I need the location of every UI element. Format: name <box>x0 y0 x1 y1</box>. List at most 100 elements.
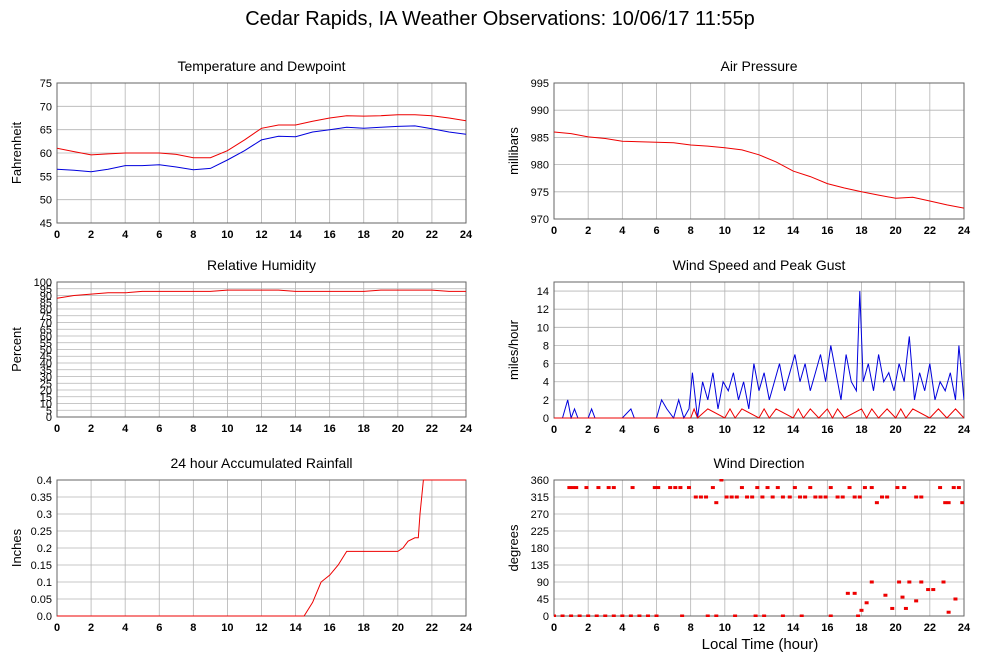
data-point <box>611 614 616 617</box>
y-tick-label: 45 <box>40 351 52 363</box>
x-tick-label: 4 <box>619 424 626 436</box>
plot-frame <box>56 82 467 224</box>
data-point <box>733 614 738 617</box>
y-tick-label: 12 <box>537 304 549 316</box>
y-tick-label: 2 <box>543 395 549 407</box>
x-tick-label: 10 <box>221 423 233 435</box>
x-tick-label: 14 <box>787 424 800 436</box>
x-tick-label: 20 <box>890 225 902 237</box>
data-point <box>567 486 572 490</box>
y-tick-label: 8 <box>543 340 549 352</box>
data-point <box>869 486 874 490</box>
x-tick-label: 18 <box>855 424 867 436</box>
x-tick-label: 18 <box>358 423 370 435</box>
x-tick-label: 12 <box>255 229 267 241</box>
x-tick-label: 6 <box>653 622 659 634</box>
x-tick-label: 22 <box>426 622 438 634</box>
data-point <box>654 614 659 617</box>
y-tick-label: 995 <box>531 78 549 90</box>
x-tick-label: 2 <box>585 622 591 634</box>
x-tick-label: 6 <box>653 225 659 237</box>
x-tick-label: 18 <box>855 225 867 237</box>
y-tick-label: 65 <box>40 324 52 336</box>
x-tick-label: 2 <box>88 423 94 435</box>
y-tick-label: 90 <box>537 577 549 589</box>
x-tick-label: 16 <box>324 423 336 435</box>
series-line-1 <box>554 131 964 209</box>
data-point <box>828 486 833 490</box>
x-tick-label: 14 <box>787 225 800 237</box>
data-point <box>953 597 958 601</box>
y-tick-label: 0.4 <box>37 475 52 487</box>
y-tick-label: 0.0 <box>37 611 52 623</box>
x-tick-label: 10 <box>221 229 233 241</box>
data-point <box>762 614 767 617</box>
x-tick-label: 22 <box>924 225 936 237</box>
y-tick-label: 0.15 <box>31 560 52 572</box>
y-tick-label: 65 <box>40 125 52 137</box>
y-tick-label: 0.35 <box>31 492 52 504</box>
data-point <box>570 486 575 490</box>
x-tick-label: 20 <box>890 424 902 436</box>
data-point <box>883 593 888 597</box>
data-point <box>907 580 912 584</box>
data-point <box>852 591 857 595</box>
y-tick-label: 30 <box>40 372 52 384</box>
y-tick-label: 270 <box>531 509 549 521</box>
y-tick-label: 4 <box>543 377 549 389</box>
y-tick-label: 0 <box>46 412 52 424</box>
data-point <box>554 614 556 617</box>
x-tick-label: 16 <box>821 225 833 237</box>
x-tick-label: 20 <box>392 622 404 634</box>
data-point <box>745 495 750 499</box>
y-tick-label: 90 <box>40 291 52 303</box>
data-point <box>645 614 650 617</box>
data-point <box>897 580 902 584</box>
data-point <box>729 495 734 499</box>
data-point <box>780 614 785 617</box>
y-tick-label: 985 <box>531 132 549 144</box>
x-tick-label: 24 <box>958 225 971 237</box>
data-point <box>760 495 765 499</box>
page-title: Cedar Rapids, IA Weather Observations: 1… <box>245 8 755 30</box>
y-tick-label: 0.05 <box>31 594 52 606</box>
x-tick-label: 18 <box>855 622 867 634</box>
data-point <box>859 608 864 612</box>
data-point <box>630 486 635 490</box>
chart-title: Relative Humidity <box>207 257 316 273</box>
data-point <box>895 486 900 490</box>
x-tick-label: 12 <box>753 225 765 237</box>
data-point <box>798 495 802 499</box>
data-point <box>698 495 703 499</box>
data-point <box>813 495 818 499</box>
data-point <box>620 614 625 617</box>
y-tick-label: 25 <box>40 378 52 390</box>
y-tick-label: 0.3 <box>37 509 52 521</box>
data-point <box>885 495 890 499</box>
x-tick-label: 4 <box>122 423 129 435</box>
y-tick-label: 100 <box>34 277 52 289</box>
y-tick-label: 75 <box>40 78 52 90</box>
y-tick-label: 0.25 <box>31 526 52 538</box>
y-tick-label: 35 <box>40 365 52 377</box>
x-tick-label: 22 <box>426 229 438 241</box>
y-tick-label: 45 <box>537 594 549 606</box>
y-tick-label: 0.2 <box>37 543 52 555</box>
y-tick-label: 0 <box>543 611 549 623</box>
data-point <box>792 486 797 490</box>
data-point <box>941 580 946 584</box>
data-point <box>960 501 964 505</box>
data-point <box>914 495 919 499</box>
x-tick-label: 24 <box>958 424 971 436</box>
data-point <box>869 580 874 584</box>
x-tick-label: 6 <box>156 622 162 634</box>
data-point <box>750 495 755 499</box>
data-point <box>880 495 884 499</box>
x-tick-label: 8 <box>190 423 196 435</box>
data-point <box>823 495 828 499</box>
y-tick-label: 70 <box>40 318 52 330</box>
plot-frame <box>56 281 467 418</box>
